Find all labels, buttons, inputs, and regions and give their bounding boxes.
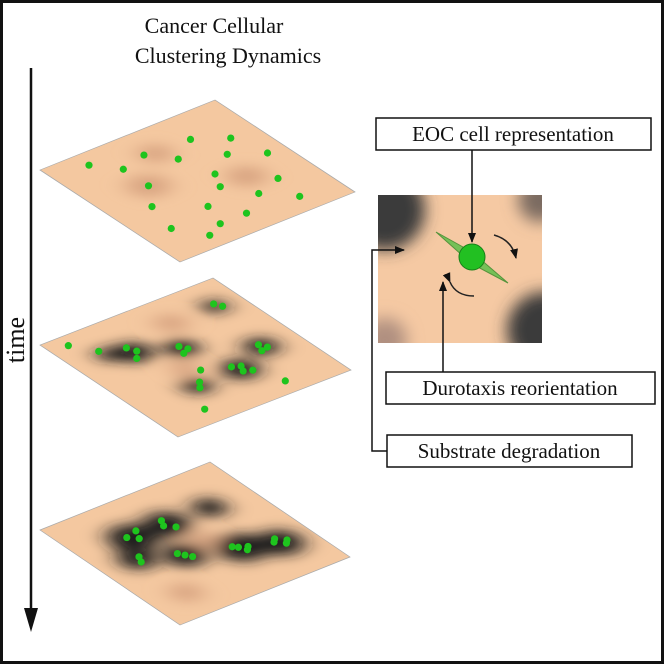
cell-dot bbox=[274, 174, 282, 182]
cell-dot bbox=[242, 209, 251, 217]
cell-dot bbox=[271, 535, 279, 543]
cell-dot bbox=[137, 558, 145, 566]
degraded-spot bbox=[142, 511, 192, 538]
title-line: Clustering Dynamics bbox=[135, 43, 321, 68]
callout-arrow bbox=[371, 246, 405, 452]
cell-dot bbox=[228, 543, 236, 551]
cell-nucleus bbox=[458, 243, 486, 271]
cell-dot bbox=[132, 527, 140, 535]
texture-spot bbox=[188, 531, 219, 549]
substrate bbox=[39, 99, 356, 263]
cell-dot bbox=[201, 405, 209, 413]
callout-box bbox=[385, 371, 656, 405]
cell-dot bbox=[189, 552, 197, 561]
cell-dot bbox=[204, 202, 212, 210]
cell-dot bbox=[234, 543, 242, 551]
cell-dot bbox=[148, 203, 156, 211]
rotation-arrow bbox=[442, 272, 475, 297]
cell-dot bbox=[181, 551, 189, 559]
texture-spot bbox=[226, 165, 267, 187]
degraded-spot bbox=[255, 529, 305, 556]
cell-dot bbox=[123, 533, 131, 542]
cell-dot bbox=[216, 183, 224, 191]
inset bbox=[378, 195, 542, 343]
cell-dot bbox=[186, 135, 195, 143]
callout-text: EOC cell representation bbox=[412, 122, 614, 146]
cell-dot bbox=[206, 231, 214, 239]
cell-dot bbox=[263, 149, 272, 157]
callout-text: Substrate degradation bbox=[418, 439, 601, 463]
title-line: Cancer Cellular bbox=[145, 13, 284, 38]
time-label: time bbox=[1, 317, 30, 363]
cell-dot bbox=[244, 542, 252, 551]
cell-dot bbox=[254, 341, 263, 349]
substrate-edge bbox=[39, 461, 351, 626]
texture-spot bbox=[169, 360, 201, 377]
cell-dot bbox=[283, 536, 291, 544]
cell-dot bbox=[184, 345, 192, 353]
cell-dot bbox=[258, 347, 266, 355]
texture-spot bbox=[168, 583, 204, 602]
substrate-edge bbox=[39, 99, 356, 263]
cell-dot bbox=[85, 161, 93, 169]
cell-dot bbox=[157, 517, 165, 525]
cell-dot bbox=[227, 363, 236, 371]
texture bbox=[126, 144, 267, 198]
cell-dot bbox=[239, 367, 247, 375]
cell-dot bbox=[281, 377, 289, 385]
texture-spot bbox=[137, 144, 174, 163]
rotation-arrow bbox=[493, 234, 518, 259]
cell-dot bbox=[211, 170, 219, 178]
cell-dot bbox=[133, 354, 141, 363]
cell-dot bbox=[95, 347, 103, 355]
substrate-layer bbox=[39, 461, 351, 626]
cell-dot bbox=[210, 300, 218, 308]
cell-dot bbox=[119, 165, 127, 173]
degraded-spot bbox=[95, 347, 123, 362]
cell-dot bbox=[173, 549, 181, 558]
cell-dot bbox=[195, 378, 204, 386]
cell-dot bbox=[196, 384, 204, 392]
substrate-base bbox=[40, 277, 352, 438]
cell-dot bbox=[216, 220, 224, 228]
cell-dot bbox=[167, 224, 175, 233]
cell-dot bbox=[223, 150, 231, 158]
cell-dot bbox=[219, 302, 227, 310]
cell-dot bbox=[64, 342, 72, 350]
time-arrowhead bbox=[24, 608, 38, 632]
cell-dot bbox=[175, 342, 183, 351]
substrate-layer bbox=[39, 277, 352, 438]
substrate-edge bbox=[39, 277, 352, 438]
cell-dot bbox=[296, 192, 304, 200]
substrate-layer bbox=[39, 99, 356, 263]
cell-dot bbox=[255, 189, 263, 198]
cell-dot bbox=[227, 134, 235, 142]
degraded-spot bbox=[106, 524, 160, 553]
cell-dot bbox=[144, 182, 153, 190]
cell-dot bbox=[172, 523, 180, 531]
texture-spot bbox=[153, 314, 190, 333]
layers bbox=[39, 99, 356, 626]
cell-dot bbox=[249, 366, 257, 374]
cell-dot bbox=[135, 535, 143, 543]
cell-dot bbox=[133, 347, 141, 355]
callout-box bbox=[375, 117, 652, 151]
degraded-spot bbox=[191, 498, 228, 517]
cell-dot bbox=[174, 155, 182, 163]
cell-dot bbox=[122, 344, 130, 352]
callout-text: Durotaxis reorientation bbox=[422, 376, 618, 400]
substrate bbox=[39, 277, 352, 438]
cell-dot bbox=[140, 151, 148, 159]
cell-dot bbox=[180, 349, 188, 357]
cell-dot bbox=[197, 366, 205, 374]
cell-dot bbox=[263, 343, 272, 351]
